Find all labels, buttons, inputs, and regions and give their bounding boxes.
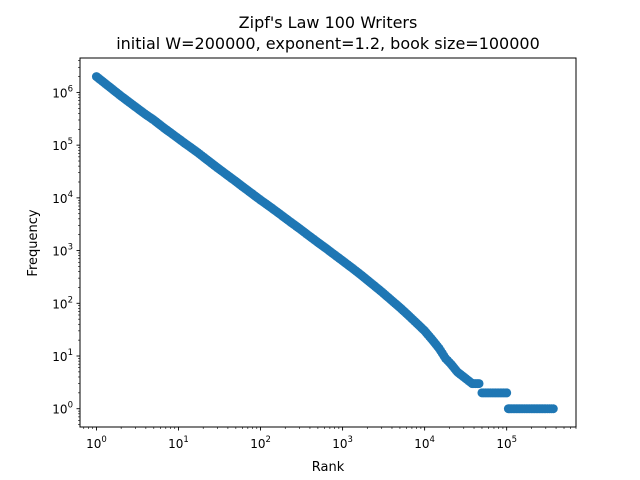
x-tick-label: 100 [86, 435, 107, 451]
x-axis-label: Rank [312, 460, 345, 475]
x-tick-label: 101 [168, 435, 189, 451]
y-tick-label: 103 [52, 243, 73, 259]
x-tick-label: 102 [250, 435, 271, 451]
y-tick-label: 100 [52, 401, 73, 417]
y-tick-label: 104 [52, 190, 73, 206]
y-axis-ticks: 100 101 102 103 104 105 106 [52, 60, 80, 425]
x-tick-label: 103 [332, 435, 353, 451]
y-tick-label: 102 [52, 295, 73, 311]
y-tick-label: 105 [52, 137, 73, 153]
y-axis-label: Frequency [26, 209, 41, 276]
chart-subtitle: initial W=200000, exponent=1.2, book siz… [116, 34, 540, 53]
plot-frame [79, 57, 577, 428]
x-tick-label: 104 [414, 435, 435, 451]
y-tick-label: 101 [52, 348, 73, 364]
data-point [548, 404, 558, 414]
y-tick-label: 106 [52, 84, 73, 100]
x-axis-ticks: 100 101 102 103 104 105 [83, 427, 577, 451]
x-tick-label: 105 [496, 435, 517, 451]
scatter-points [91, 72, 558, 414]
data-point [502, 388, 512, 398]
chart-title: Zipf's Law 100 Writers [239, 13, 418, 32]
data-point [474, 379, 484, 389]
